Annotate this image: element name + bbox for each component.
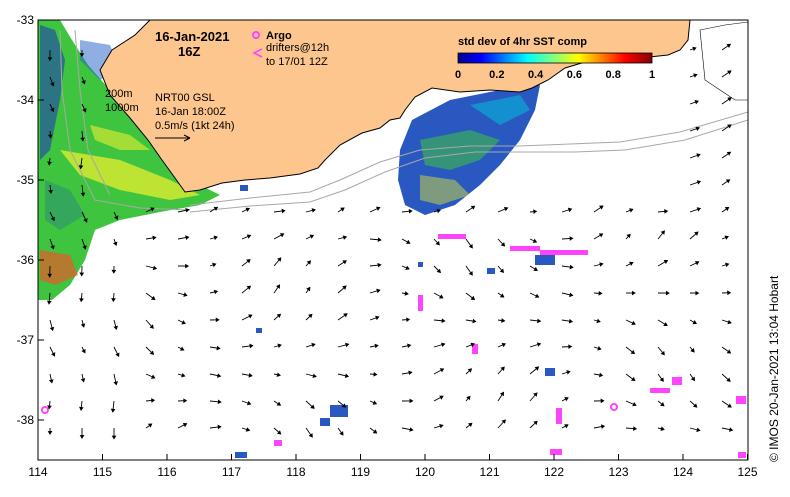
latitude-tick-label: -33	[17, 13, 35, 27]
map-hour: 16Z	[178, 44, 200, 59]
isobath-200-label: 200m	[105, 88, 133, 100]
drifter-legend-line2: to 17/01 12Z	[266, 56, 328, 68]
longitude-tick-label: 122	[544, 465, 564, 479]
longitude-tick-label: 120	[415, 465, 435, 479]
longitude-tick-label: 124	[673, 465, 693, 479]
longitude-tick-label: 114	[28, 465, 47, 479]
latitude-tick-label: -35	[17, 173, 35, 187]
longitude-tick-label: 118	[286, 465, 305, 479]
drifter-legend-line1: drifters@12h	[266, 42, 329, 54]
credit-label: © IMOS 20-Jan-2021 13:04 Hobart	[767, 275, 781, 462]
colorbar-tick-label: 0.4	[528, 69, 544, 81]
longitude-tick-label: 115	[93, 465, 112, 479]
longitude-tick-label: 123	[608, 465, 628, 479]
argo-legend-label: Argo	[266, 30, 292, 42]
colorbar-tick-label: 0.2	[489, 69, 504, 81]
scale-label: 0.5m/s (1kt 24h)	[155, 120, 234, 132]
colorbar-tick-label: 0.6	[567, 69, 582, 81]
colorbar-tick-label: 0	[455, 69, 461, 81]
product-time: 16-Jan 18:00Z	[155, 106, 226, 118]
colorbar	[458, 53, 652, 63]
isobath-1000-label: 1000m	[105, 102, 139, 114]
colorbar-tick-label: 1	[649, 69, 655, 81]
longitude-tick-label: 117	[222, 465, 241, 479]
colorbar-tick-label: 0.8	[606, 69, 621, 81]
map-date: 16-Jan-2021	[155, 29, 229, 44]
latitude-tick-label: -36	[17, 253, 35, 267]
product-label: NRT00 GSL	[155, 92, 215, 104]
latitude-tick-label: -34	[17, 93, 35, 107]
longitude-tick-label: 119	[351, 465, 370, 479]
longitude-tick-label: 116	[157, 465, 176, 479]
longitude-tick-label: 125	[737, 465, 757, 479]
longitude-tick-label: 121	[479, 465, 499, 479]
latitude-tick-label: -38	[17, 413, 35, 427]
colorbar-title: std dev of 4hr SST comp	[458, 36, 587, 48]
latitude-tick-label: -37	[17, 333, 35, 347]
